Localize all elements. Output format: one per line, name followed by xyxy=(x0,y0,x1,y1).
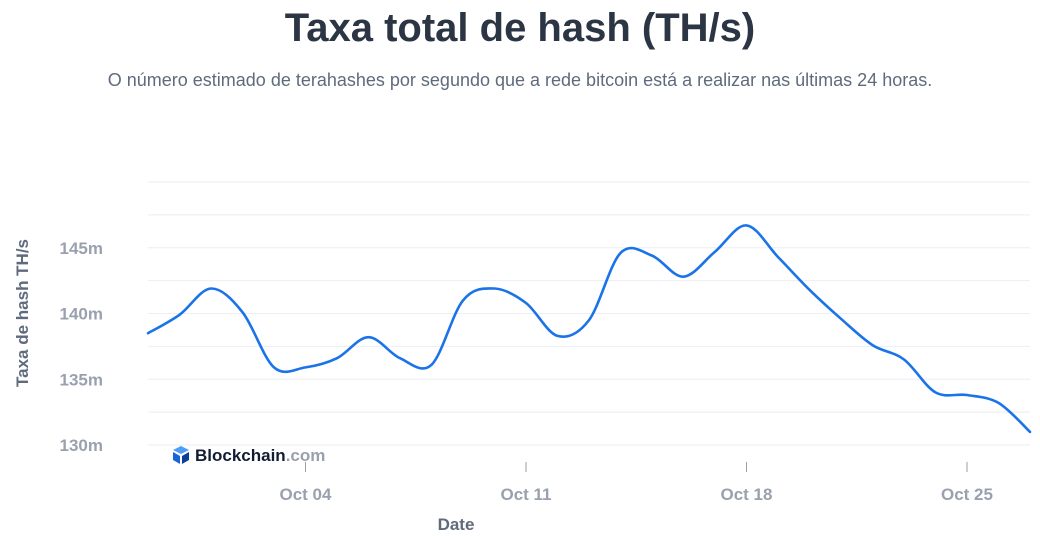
watermark-suffix: .com xyxy=(286,446,326,465)
blockchain-logo-icon xyxy=(173,446,189,464)
y-tick-label: 145m xyxy=(60,239,103,258)
chart-title: Taxa total de hash (TH/s) xyxy=(284,6,756,50)
blockchain-watermark: Blockchain.com xyxy=(173,446,325,465)
hash-rate-line xyxy=(146,224,1032,434)
svg-text:Blockchain.com: Blockchain.com xyxy=(195,446,325,465)
axis-tick-labels: 130m 135m 140m 145m Oct 04 Oct 11 Oct 18 Oct 25 xyxy=(60,239,993,504)
x-tick-label: Oct 04 xyxy=(280,485,333,504)
x-tick-label: Oct 11 xyxy=(500,485,551,504)
y-tick-label: 130m xyxy=(60,436,103,455)
chart-subtitle: O número estimado de terahashes por segu… xyxy=(107,70,933,90)
x-axis-title: Date xyxy=(438,515,475,534)
watermark-brand: Blockchain xyxy=(195,446,286,465)
grid-lines xyxy=(148,181,1030,446)
y-tick-label: 140m xyxy=(60,305,103,324)
y-tick-label: 135m xyxy=(60,370,103,389)
x-tick-label: Oct 18 xyxy=(721,485,773,504)
y-axis-title: Taxa de hash TH/s xyxy=(13,239,32,387)
x-axis-ticks xyxy=(305,462,968,472)
x-tick-label: Oct 25 xyxy=(941,485,993,504)
